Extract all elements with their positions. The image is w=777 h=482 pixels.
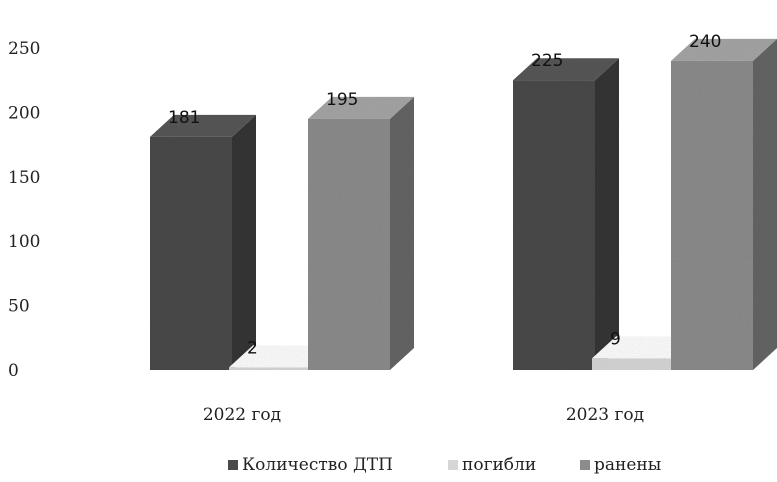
y-tick-label: 150 [8,168,40,188]
x-axis: 2022 год 2023 год [203,405,644,425]
legend: Количество ДТП погибли ранены [228,455,661,475]
y-tick-label: 100 [8,232,40,252]
legend-item: погибли [448,455,536,475]
data-label: 195 [326,90,358,110]
data-label: 181 [168,108,200,128]
data-labels: 181 2 195 225 9 240 [168,32,721,359]
bars [150,38,777,370]
bar-accidents-0 [150,114,256,370]
y-axis: 0 50 100 150 200 250 [8,39,40,381]
legend-item: ранены [580,455,661,475]
legend-swatch [228,460,238,470]
category-label: 2022 год [203,405,281,425]
data-label: 225 [531,51,563,71]
bar-injured-0 [308,96,414,370]
y-tick-label: 0 [8,361,19,381]
bar-accidents-1 [513,58,619,370]
legend-label: Количество ДТП [242,455,393,475]
legend-swatch [580,460,590,470]
legend-item: Количество ДТП [228,455,393,475]
y-tick-label: 200 [8,103,40,123]
legend-swatch [448,460,458,470]
bar-injured-1 [671,38,777,370]
category-label: 2023 год [566,405,644,425]
y-tick-label: 250 [8,39,40,59]
data-label: 9 [610,329,621,349]
legend-label: погибли [462,455,536,475]
data-label: 240 [689,32,721,52]
legend-label: ранены [594,455,661,475]
y-tick-label: 50 [8,297,30,317]
data-label: 2 [247,338,258,358]
